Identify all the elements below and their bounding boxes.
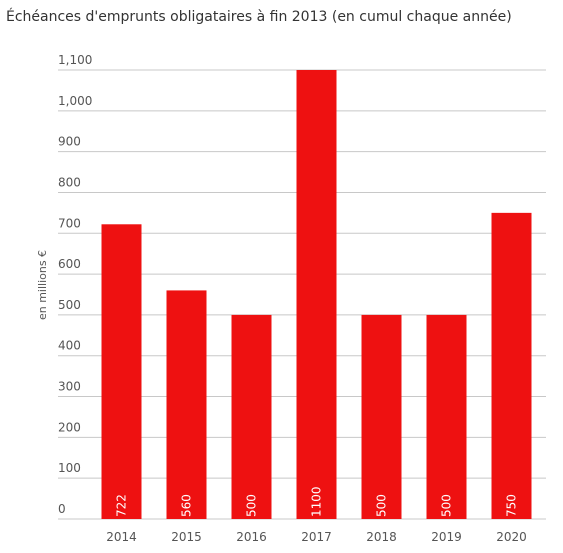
y-tick-label: 0 xyxy=(58,502,66,516)
bar-2019 xyxy=(426,314,467,519)
y-tick-label: 200 xyxy=(58,420,81,434)
y-axis-label: en millions € xyxy=(36,250,49,320)
bar-value-labels: 722 560 500 1100 500 500 750 xyxy=(115,486,519,517)
x-category-label: 2015 xyxy=(171,530,202,544)
chart-title: Échéances d'emprunts obligataires à fin … xyxy=(6,9,512,25)
x-category-label: 2018 xyxy=(366,530,397,544)
y-tick-label: 100 xyxy=(58,461,81,475)
bar-2018 xyxy=(361,314,402,519)
y-tick-label: 800 xyxy=(58,175,81,189)
x-category-label: 2020 xyxy=(496,530,527,544)
x-category-label: 2019 xyxy=(431,530,462,544)
y-tick-label: 300 xyxy=(58,380,81,394)
bars xyxy=(101,70,532,519)
bar-2015 xyxy=(166,290,207,519)
bar-value-label: 560 xyxy=(180,494,194,517)
y-axis-ticks: 0 100 200 300 400 500 600 700 800 900 1,000 1,100 xyxy=(58,53,92,516)
bar-value-label: 1100 xyxy=(310,486,324,517)
y-tick-label: 600 xyxy=(58,257,81,271)
y-tick-label: 500 xyxy=(58,298,81,312)
x-category-label: 2014 xyxy=(106,530,137,544)
y-tick-label: 400 xyxy=(58,339,81,353)
bar-2020 xyxy=(491,212,532,519)
bar-2014 xyxy=(101,224,142,519)
bar-value-label: 750 xyxy=(505,494,519,517)
bar-value-label: 722 xyxy=(115,494,129,517)
bar-2016 xyxy=(231,314,272,519)
bar-value-label: 500 xyxy=(245,494,259,517)
y-tick-label: 900 xyxy=(58,135,81,149)
y-tick-label: 1,100 xyxy=(58,53,92,67)
y-tick-label: 700 xyxy=(58,216,81,230)
x-category-label: 2017 xyxy=(301,530,332,544)
bar-2017 xyxy=(296,70,337,519)
bar-value-label: 500 xyxy=(375,494,389,517)
x-axis-categories: 2014 2015 2016 2017 2018 2019 2020 xyxy=(106,530,527,544)
x-category-label: 2016 xyxy=(236,530,267,544)
y-tick-label: 1,000 xyxy=(58,94,92,108)
bar-value-label: 500 xyxy=(440,494,454,517)
